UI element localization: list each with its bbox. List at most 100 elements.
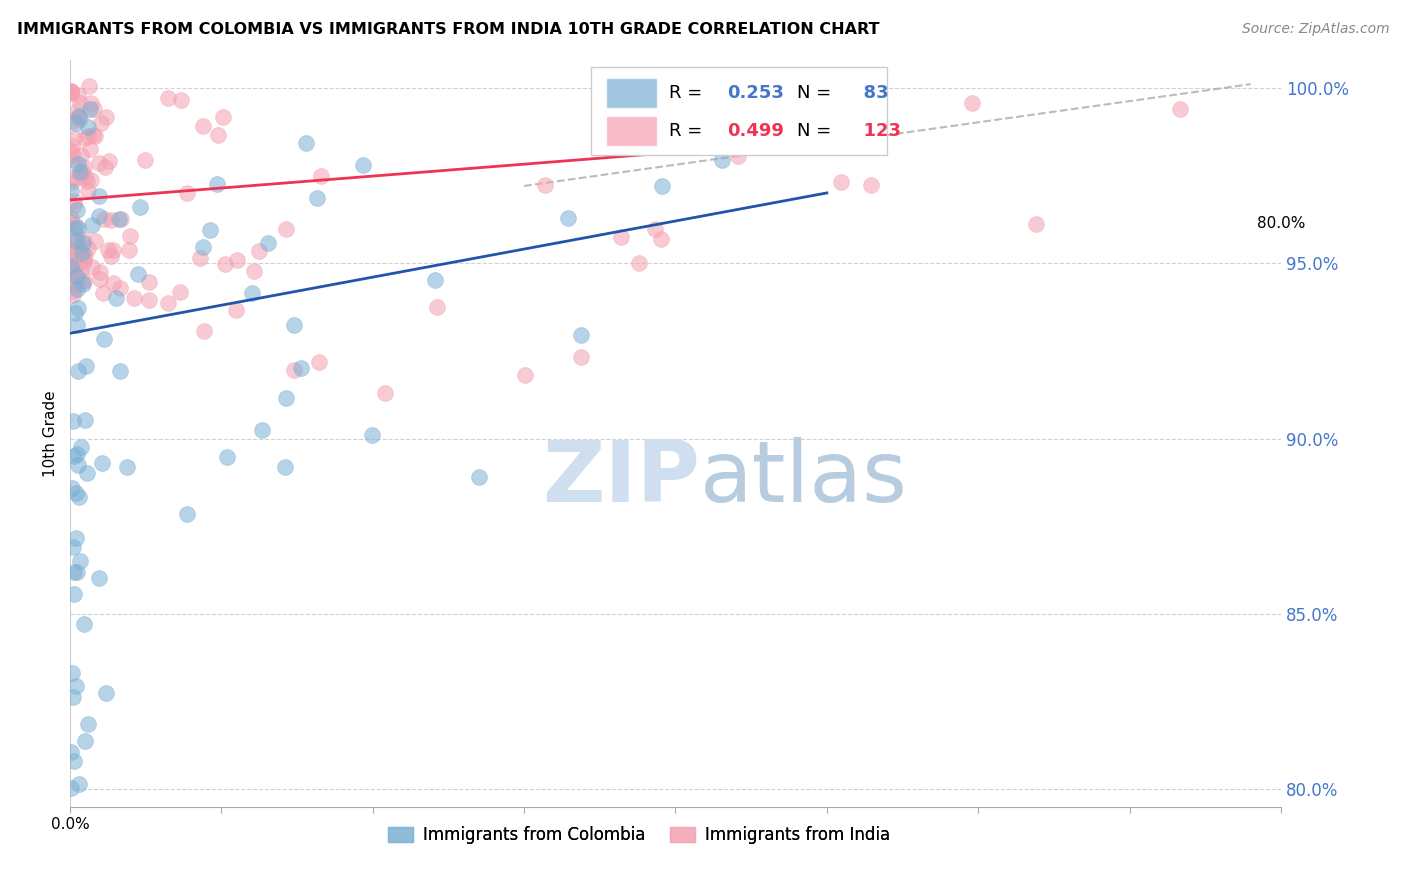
Point — [63, 220, 86, 235]
Point — [108, 364, 131, 378]
Point — [98, 153, 121, 168]
Point — [87, 209, 110, 223]
Point — [60, 113, 83, 128]
Point — [67, 777, 90, 791]
Point — [62, 690, 84, 704]
Point — [76, 120, 98, 134]
Point — [65, 260, 87, 275]
Point — [73, 160, 96, 174]
Text: 123: 123 — [851, 122, 901, 140]
Point — [60, 263, 83, 277]
Point — [711, 153, 734, 168]
Point — [108, 211, 131, 226]
Point — [191, 119, 214, 133]
Point — [67, 301, 90, 315]
Point — [1025, 217, 1047, 231]
Point — [276, 222, 298, 236]
Point — [63, 587, 86, 601]
FancyBboxPatch shape — [606, 78, 657, 108]
Point — [65, 116, 87, 130]
Point — [176, 508, 198, 522]
Point — [80, 95, 103, 110]
Point — [156, 91, 179, 105]
Point — [62, 139, 84, 153]
Point — [75, 170, 97, 185]
Point — [77, 78, 100, 93]
Point — [70, 148, 93, 162]
Point — [309, 169, 332, 183]
Point — [60, 781, 83, 796]
Point — [75, 412, 97, 426]
Point — [571, 350, 593, 364]
Point — [513, 368, 536, 382]
Point — [374, 386, 396, 401]
Point — [101, 276, 124, 290]
Point — [60, 211, 83, 226]
Point — [62, 284, 84, 298]
Point — [188, 251, 211, 265]
Point — [90, 116, 112, 130]
Point — [60, 85, 83, 99]
Point — [75, 733, 97, 747]
Text: 80.0%: 80.0% — [1257, 216, 1305, 231]
Point — [66, 565, 89, 579]
Point — [91, 456, 114, 470]
Text: R =: R = — [669, 122, 709, 140]
Point — [62, 414, 84, 428]
Point — [87, 156, 110, 170]
Point — [360, 428, 382, 442]
Point — [138, 293, 160, 308]
Point — [100, 213, 122, 227]
Point — [276, 392, 298, 406]
Point — [69, 95, 91, 110]
Point — [283, 318, 305, 332]
Point — [193, 240, 215, 254]
Point — [60, 745, 83, 759]
Point — [94, 160, 117, 174]
Point — [65, 679, 87, 693]
Y-axis label: 10th Grade: 10th Grade — [44, 390, 58, 476]
Point — [66, 156, 89, 170]
Point — [533, 178, 555, 193]
Point — [66, 104, 89, 119]
Point — [82, 128, 104, 143]
Point — [80, 173, 103, 187]
Point — [110, 281, 132, 295]
Point — [217, 450, 239, 464]
Point — [128, 200, 150, 214]
Point — [468, 470, 491, 484]
Point — [256, 235, 278, 250]
Point — [73, 616, 96, 631]
Point — [290, 360, 312, 375]
FancyBboxPatch shape — [591, 67, 887, 155]
Point — [295, 136, 318, 150]
Point — [67, 87, 90, 102]
Point — [69, 165, 91, 179]
Point — [94, 111, 117, 125]
Point — [627, 256, 650, 270]
Point — [65, 531, 87, 545]
Point — [571, 328, 593, 343]
Point — [66, 318, 89, 332]
Point — [62, 268, 84, 283]
Point — [65, 306, 87, 320]
Point — [77, 717, 100, 731]
Point — [242, 263, 264, 277]
Point — [134, 153, 156, 168]
Point — [63, 219, 86, 233]
Point — [93, 332, 115, 346]
Point — [763, 120, 786, 135]
Point — [80, 218, 103, 232]
Point — [860, 178, 883, 193]
Point — [60, 481, 83, 495]
Point — [69, 554, 91, 568]
Point — [60, 243, 83, 257]
Point — [198, 222, 221, 236]
Text: 0.499: 0.499 — [727, 122, 785, 140]
Point — [62, 148, 84, 162]
Point — [62, 254, 84, 268]
Point — [70, 246, 93, 260]
Point — [176, 186, 198, 200]
Point — [62, 243, 84, 257]
Point — [305, 191, 328, 205]
